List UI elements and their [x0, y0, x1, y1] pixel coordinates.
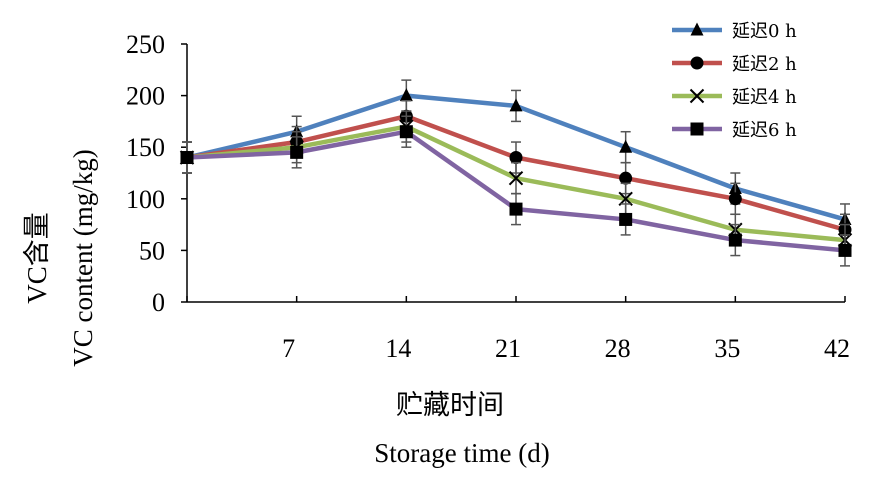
square-marker: [728, 233, 742, 247]
axes: 0 50 100 150 200 250 7 14 21 28 35 42: [126, 30, 850, 363]
circle-marker: [619, 171, 633, 185]
x-tick-label: 21: [495, 334, 521, 363]
square-marker: [290, 145, 304, 159]
y-tick-label: 0: [152, 288, 165, 317]
legend-item-2: 延迟4 h: [672, 87, 797, 108]
x-marker-stroke: [689, 88, 705, 104]
x-axis-title-cn: 贮藏时间: [396, 390, 504, 420]
y-tick-label: 200: [126, 82, 165, 111]
series-3: [180, 115, 852, 267]
y-tick-label: 250: [126, 30, 165, 59]
x-axis-title-en: Storage time (d): [374, 438, 549, 468]
square-marker: [509, 202, 523, 216]
triangle-marker: [509, 98, 523, 112]
triangle-marker: [619, 139, 633, 153]
square-marker: [619, 212, 633, 226]
square-marker: [399, 125, 413, 139]
circle-marker: [690, 56, 704, 70]
triangle-marker: [399, 88, 413, 102]
x-marker-stroke: [508, 170, 524, 186]
x-tick-label: 28: [605, 334, 631, 363]
y-tick-label: 100: [126, 185, 165, 214]
circle-marker: [728, 192, 742, 206]
circle-marker: [509, 151, 523, 165]
x-tick-label: 7: [282, 334, 295, 363]
legend-label: 延迟2 h: [732, 54, 797, 75]
legend-label: 延迟6 h: [732, 120, 797, 141]
y-tick-label: 150: [126, 133, 165, 162]
x-tick-label: 35: [714, 334, 740, 363]
y-axis-title-cn: VC含量: [22, 212, 52, 304]
x-tick-label: 42: [824, 334, 850, 363]
y-tick-label: 50: [139, 236, 165, 265]
y-axis-title-en: VC content (mg/kg): [68, 149, 98, 366]
square-marker: [180, 151, 194, 165]
square-marker: [838, 243, 852, 257]
x-marker-stroke: [618, 191, 633, 207]
legend-item-3: 延迟6 h: [672, 120, 797, 141]
series-layer: [179, 79, 853, 267]
legend: 延迟0 h 延迟2 h 延迟4 h 延迟6 h: [672, 21, 797, 141]
legend-label: 延迟0 h: [732, 21, 797, 42]
x-tick-label: 14: [385, 334, 411, 363]
legend-item-1: 延迟2 h: [672, 54, 797, 75]
square-marker: [690, 122, 704, 136]
legend-item-0: 延迟0 h: [672, 21, 797, 42]
triangle-marker: [690, 22, 704, 36]
legend-label: 延迟4 h: [732, 87, 797, 108]
